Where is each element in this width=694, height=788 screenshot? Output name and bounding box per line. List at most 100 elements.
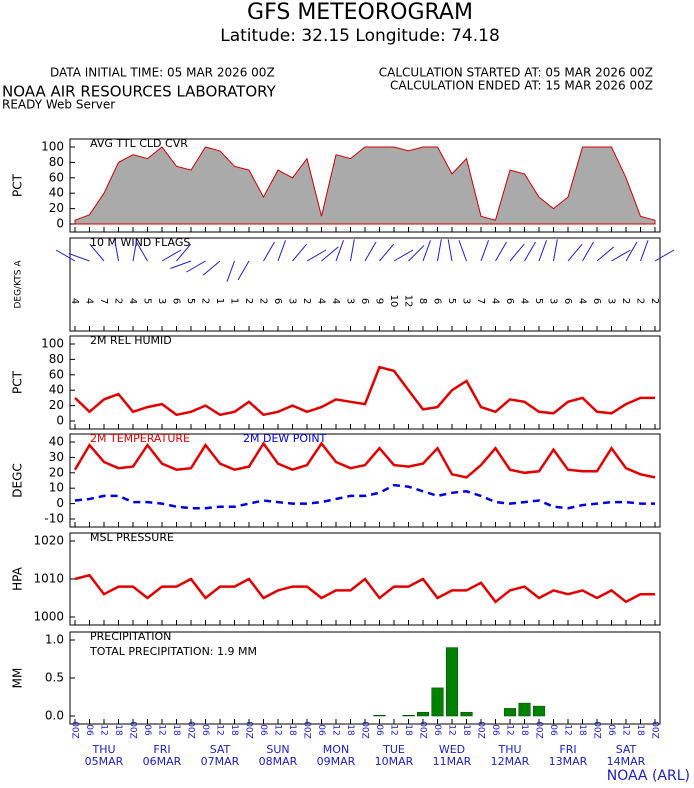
y-tick-label: 100 — [41, 337, 64, 351]
hour-label: 06 — [142, 724, 152, 736]
day-label: WED — [439, 743, 465, 756]
y-axis-label: PCT — [11, 370, 25, 394]
hour-label: 06 — [200, 724, 210, 736]
wind-speed: 3 — [287, 298, 298, 304]
wind-speed: 4 — [519, 298, 530, 304]
y-axis-label: DEG/KTS A — [14, 260, 24, 309]
wind-speed: 2 — [620, 298, 631, 304]
y-tick-label: 10 — [49, 481, 64, 495]
y-axis-label: PCT — [11, 173, 25, 197]
hour-label: 12 — [621, 724, 631, 735]
wind-speed: 9 — [374, 298, 385, 304]
y-tick-label: 0 — [56, 414, 64, 428]
wind-speed: 7 — [475, 298, 486, 304]
wind-flag — [458, 240, 467, 262]
wind-speed: 2 — [243, 298, 254, 304]
wind-speed: 10 — [388, 295, 399, 308]
wind-flag — [226, 260, 235, 282]
hour-label: 00Z — [70, 721, 80, 739]
y-tick-label: 40 — [49, 383, 64, 397]
panel-frame — [69, 335, 661, 430]
legend-entry: 2M DEW POINT — [243, 432, 327, 445]
wind-flag — [379, 243, 395, 262]
hour-label: 12 — [389, 724, 399, 735]
wind-flag — [611, 249, 631, 262]
wind-flag — [202, 260, 221, 276]
wind-speed: 2 — [200, 298, 211, 304]
subtitle: Latitude: 32.15 Longitude: 74.18 — [220, 26, 500, 46]
precip-bar — [416, 711, 430, 717]
hour-label: 00Z — [476, 721, 486, 739]
hour-label: 12 — [447, 724, 457, 735]
hour-label: 12 — [331, 724, 341, 735]
y-tick-label: 1010 — [33, 572, 64, 586]
wind-flag — [625, 241, 638, 262]
wind-speed: 5 — [533, 298, 544, 304]
y-tick-label: 40 — [49, 186, 64, 200]
wind-speed: 2 — [301, 298, 312, 304]
y-tick-label: 1020 — [33, 534, 64, 548]
hour-label: 00Z — [360, 721, 370, 739]
hour-label: 06 — [84, 724, 94, 736]
wind-speed: 3 — [548, 298, 559, 304]
wind-flag — [640, 240, 649, 262]
y-tick-label: 1000 — [33, 610, 64, 624]
precip-bar — [402, 714, 415, 717]
wind-speed: 6 — [591, 298, 602, 304]
wind-flag — [567, 243, 583, 262]
wind-flag — [292, 243, 308, 262]
y-tick-label: 80 — [49, 352, 64, 366]
hour-label: 18 — [577, 724, 587, 736]
precip-bar — [503, 708, 517, 717]
line — [74, 483, 655, 510]
hour-label: 18 — [345, 724, 355, 736]
hour-label: 00Z — [186, 721, 196, 739]
legend-entry: 2M TEMPERATURE — [90, 432, 190, 445]
wind-flag — [306, 249, 327, 262]
wind-speed: 1 — [214, 298, 225, 304]
wind-flag — [136, 241, 148, 262]
day-label: TUE — [382, 743, 405, 756]
hour-label: 06 — [432, 724, 442, 736]
hour-label: 18 — [519, 724, 529, 736]
y-tick-label: 1.0 — [45, 633, 64, 647]
hour-label: 12 — [505, 724, 515, 735]
wind-flag — [393, 249, 414, 262]
hour-label: 06 — [490, 724, 500, 736]
day-label: FRI — [153, 743, 170, 756]
hour-label: 18 — [403, 724, 413, 736]
wind-flag — [364, 241, 377, 262]
date-label: 06MAR — [143, 755, 182, 768]
y-tick-label: 80 — [49, 155, 64, 169]
date-label: 14MAR — [607, 755, 646, 768]
wind-flag — [176, 243, 192, 262]
wind-flag — [68, 253, 90, 262]
date-label: 07MAR — [201, 755, 240, 768]
y-tick-label: 0.0 — [45, 709, 64, 723]
wind-flag — [89, 243, 105, 262]
y-axis-label: HPA — [11, 566, 25, 590]
wind-speed: 12 — [403, 295, 414, 308]
y-axis-label: MM — [11, 668, 25, 689]
footer: NOAA (ARL) — [607, 768, 690, 784]
date-label: 05MAR — [85, 755, 124, 768]
date-label: 12MAR — [491, 755, 530, 768]
day-label: MON — [323, 743, 349, 756]
hour-label: 06 — [316, 724, 326, 736]
wind-speed: 8 — [417, 298, 428, 304]
wind-speed: 4 — [127, 298, 138, 304]
day-label: SAT — [210, 743, 231, 756]
y-tick-label: 0.5 — [45, 671, 64, 685]
wind-speed: 1 — [229, 298, 240, 304]
precip-bar — [373, 714, 386, 717]
precip-bar — [445, 647, 459, 717]
wind-speed: 4 — [330, 298, 341, 304]
hour-label: 00Z — [592, 721, 602, 739]
panel-frame — [69, 237, 661, 332]
hour-label: 12 — [157, 724, 167, 735]
date-label: 11MAR — [433, 755, 472, 768]
hour-label: 12 — [215, 724, 225, 735]
panel-frame — [69, 433, 661, 528]
wind-flag — [161, 249, 182, 262]
